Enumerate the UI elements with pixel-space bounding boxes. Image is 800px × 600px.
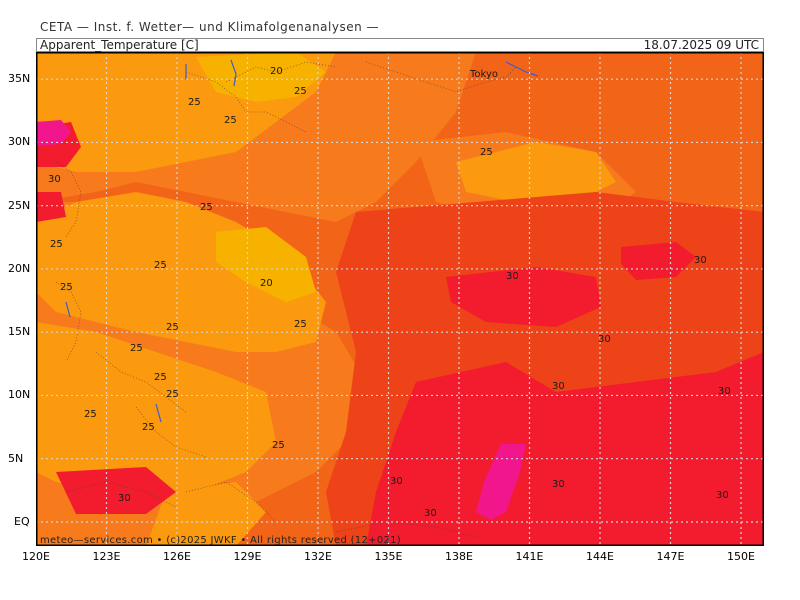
lon-label-3: 126E	[163, 550, 191, 563]
contour-value-10: 25	[60, 282, 73, 293]
temperature-fill-layer	[36, 52, 764, 546]
contour-value-16: 25	[130, 343, 143, 354]
field-zone-12	[366, 352, 764, 546]
contour-value-23: 25	[272, 440, 285, 451]
contour-value-22: 30	[718, 386, 731, 397]
contour-value-17: 30	[552, 381, 565, 392]
lat-label-8: EQ	[14, 514, 30, 528]
coastline-4	[55, 161, 82, 238]
contour-value-15: 25	[166, 322, 179, 333]
field-zone-17	[56, 467, 176, 514]
water-1	[230, 59, 237, 87]
contour-value-2: 25	[294, 86, 307, 97]
field-zone-5	[36, 192, 326, 352]
lat-label-6: 10N	[8, 388, 31, 402]
grid-layer	[36, 52, 764, 546]
contour-value-9: 25	[154, 260, 167, 271]
header-bar: Apparent_Temperature [C] 18.07.2025 09 U…	[36, 38, 764, 52]
contour-value-20: 25	[84, 409, 97, 420]
contour-value-8: 25	[50, 239, 63, 250]
field-zone-16	[36, 192, 66, 222]
water-5	[505, 61, 539, 77]
contour-value-27: 30	[552, 479, 565, 490]
contour-value-18: 25	[154, 372, 167, 383]
map-frame	[36, 52, 764, 546]
field-zone-10	[196, 52, 326, 102]
contour-value-29: 30	[694, 255, 707, 266]
valid-time-label: 18.07.2025 09 UTC	[643, 38, 759, 52]
contour-value-13: 30	[506, 271, 519, 282]
field-zone-13	[446, 267, 601, 327]
contour-value-28: 30	[716, 490, 729, 501]
lat-label-3: 25N	[8, 198, 31, 212]
water-4	[155, 403, 162, 423]
coastline-5	[55, 281, 82, 363]
contour-value-26: 30	[424, 508, 437, 519]
coastline-layer	[55, 59, 539, 538]
lat-label-2: 30N	[8, 135, 31, 149]
lat-label-5: 15N	[8, 325, 31, 339]
lon-label-4: 129E	[233, 550, 262, 563]
credit-line: meteo—services.com • (c)2025 JWKF • All …	[40, 535, 402, 546]
contour-value-5: 25	[480, 147, 493, 158]
value-label-layer: 20 25 25 25 25 30 25 25 25 25 20 25 30 30 25 25 30 25 25 25…	[48, 66, 731, 519]
field-zone-18	[36, 120, 71, 146]
lon-label-6: 135E	[374, 550, 403, 563]
contour-value-21: 25	[142, 422, 155, 433]
contour-value-6: 30	[48, 174, 61, 185]
map-canvas: 20 25 25 25 25 30 25 25 25 25 20 25 30 30 25 25 30 25 25 25…	[36, 52, 764, 546]
contour-value-1: 20	[270, 66, 283, 77]
coastline-1	[185, 71, 307, 133]
lat-label-4: 20N	[8, 261, 31, 275]
lon-label-11: 150E	[727, 550, 755, 563]
coastline-3	[365, 61, 517, 93]
lon-label-10: 147E	[656, 550, 685, 563]
contour-value-11: 20	[260, 278, 273, 289]
water-3	[65, 301, 71, 318]
lon-label-8: 141E	[515, 550, 544, 563]
lon-label-2: 123E	[92, 550, 121, 563]
weather-map: 20 25 25 25 25 30 25 25 25 25 20 25 30 30 25 25 30 25 25 25…	[36, 52, 764, 546]
lon-label-9: 144E	[586, 550, 614, 563]
lat-label-1: 35N	[8, 72, 31, 86]
lat-label-7: 5N	[8, 451, 24, 465]
field-zone-14	[621, 242, 696, 280]
contour-value-19: 25	[166, 389, 179, 400]
coastline-7	[135, 406, 207, 458]
contour-value-12: 25	[294, 319, 307, 330]
contour-value-4: 25	[224, 115, 237, 126]
field-zone-6	[36, 322, 276, 502]
coastline-6	[95, 351, 187, 413]
contour-value-3: 25	[188, 97, 201, 108]
lon-label-1: 120E	[22, 550, 50, 563]
contour-value-14: 30	[598, 334, 611, 345]
contour-value-25: 30	[118, 493, 131, 504]
parameter-label: Apparent_Temperature [C]	[40, 38, 199, 52]
field-zone-7	[146, 482, 266, 546]
lon-label-7: 138E	[445, 550, 473, 563]
field-zone-9	[216, 227, 316, 302]
coastline-2	[225, 61, 337, 83]
field-zone-19	[476, 444, 526, 520]
contour-value-24: 30	[390, 476, 403, 487]
lon-label-5: 132E	[304, 550, 332, 563]
place-label-tokyo: Tokyo	[469, 69, 498, 80]
contour-value-7: 25	[200, 202, 213, 213]
field-zone-8	[456, 142, 616, 202]
institute-title: CETA — Inst. f. Wetter— und Klimafolgena…	[40, 20, 380, 34]
coastline-8	[65, 481, 177, 508]
